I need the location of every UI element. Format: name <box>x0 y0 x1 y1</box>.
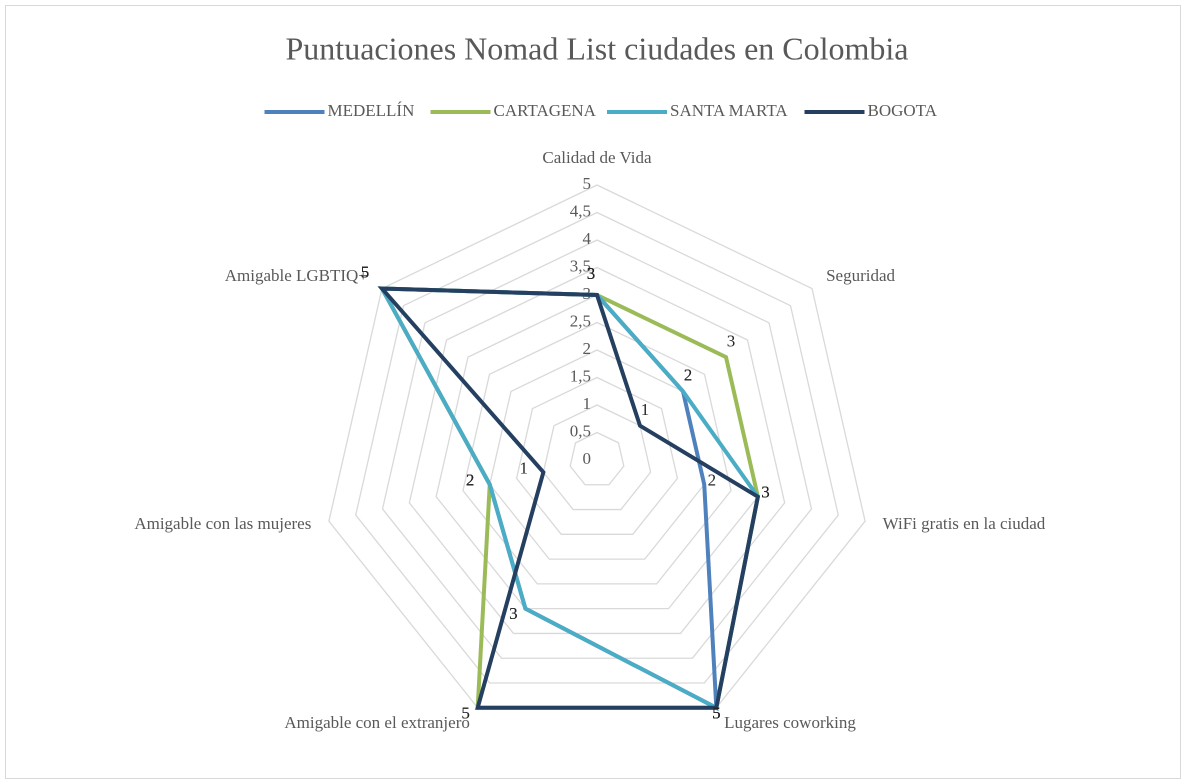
data-label: 3 <box>761 483 770 502</box>
series-line <box>377 286 761 710</box>
legend-label: BOGOTA <box>868 101 938 120</box>
data-label: 5 <box>361 263 370 282</box>
category-label: Amigable con las mujeres <box>134 514 311 533</box>
legend-label: CARTAGENA <box>494 101 597 120</box>
data-label: 2 <box>466 470 475 489</box>
radial-tick-label: 3,5 <box>570 256 591 275</box>
radial-tick-label: 0,5 <box>570 421 591 440</box>
data-label: 5 <box>461 703 470 722</box>
radial-tick-label: 0 <box>583 449 592 468</box>
legend-label: MEDELLÍN <box>328 101 415 120</box>
data-label: 5 <box>712 703 721 722</box>
grid-ring <box>569 431 625 486</box>
data-label: 2 <box>466 470 475 489</box>
data-label: 5 <box>712 703 721 722</box>
category-label: Seguridad <box>826 266 895 285</box>
data-label: 3 <box>587 264 596 283</box>
data-label: 5 <box>712 703 721 722</box>
category-label: Amigable LGBTIQ+ <box>225 266 368 285</box>
category-label: Calidad de Vida <box>542 148 652 167</box>
data-label: 3 <box>587 264 596 283</box>
data-label: 3 <box>761 483 770 502</box>
legend-label: SANTA MARTA <box>670 101 788 120</box>
category-label: Amigable con el extranjero <box>284 713 470 732</box>
data-label: 2 <box>708 470 717 489</box>
chart-title: Puntuaciones Nomad List ciudades en Colo… <box>286 30 909 66</box>
data-label: 2 <box>466 470 475 489</box>
data-label: 5 <box>361 263 370 282</box>
chart-area <box>5 5 1181 779</box>
radial-tick-label: 2 <box>583 339 592 358</box>
radial-tick-label: 4 <box>583 229 592 248</box>
data-label: 3 <box>587 264 596 283</box>
radial-tick-label: 5 <box>583 174 592 193</box>
data-label: 5 <box>361 263 370 282</box>
data-label: 5 <box>712 703 721 722</box>
category-label: WiFi gratis en la ciudad <box>883 514 1046 533</box>
data-label: 3 <box>761 483 770 502</box>
category-label: Lugares coworking <box>724 713 856 732</box>
grid-ring <box>462 321 732 585</box>
grid-ring <box>515 376 679 535</box>
data-label: 2 <box>684 366 693 385</box>
grid-ring <box>542 404 652 511</box>
data-label: 2 <box>684 366 693 385</box>
data-label: 3 <box>509 604 518 623</box>
data-label: 5 <box>361 263 370 282</box>
data-label: 3 <box>509 604 518 623</box>
data-label: 1 <box>641 400 650 419</box>
data-label: 5 <box>461 703 470 722</box>
data-label: 3 <box>587 264 596 283</box>
data-label: 3 <box>727 331 736 350</box>
radial-tick-label: 1 <box>583 394 592 413</box>
series-line <box>378 286 760 711</box>
radial-tick-label: 4,5 <box>570 201 591 220</box>
radial-tick-label: 1,5 <box>570 366 591 385</box>
grid-ring <box>355 211 839 684</box>
radial-tick-label: 2,5 <box>570 311 591 330</box>
data-label: 1 <box>519 458 528 477</box>
grid-ring <box>408 266 786 635</box>
